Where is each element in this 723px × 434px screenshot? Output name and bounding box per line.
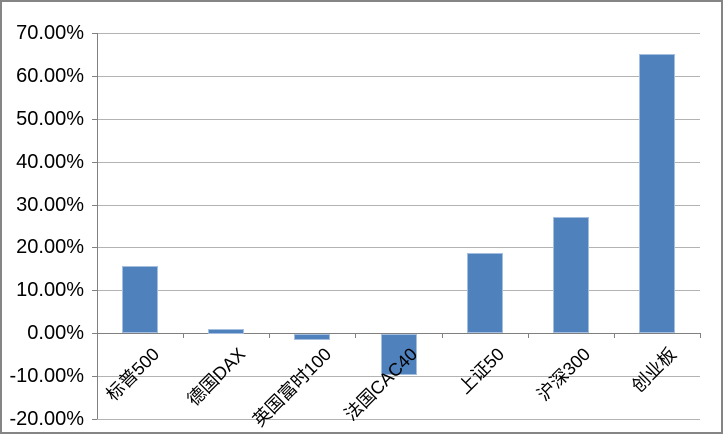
bar [208,329,244,334]
bar [294,334,330,340]
y-axis-tick-label: 60.00% [16,65,84,87]
y-axis-tick-label: 70.00% [16,22,84,44]
x-axis-category-label: 上证50 [454,344,509,398]
bar [122,266,158,333]
gridline [97,419,700,420]
y-axis-tick-label: 50.00% [16,108,84,130]
x-axis-category-label: 英国富时100 [248,344,336,431]
gridline [97,33,700,34]
gridline [97,376,700,377]
gridline [97,162,700,163]
bar [639,54,675,333]
y-axis-tick [92,205,97,206]
x-axis-tick [355,333,356,338]
x-axis-category-label: 沪深300 [533,344,595,405]
y-axis-tick [92,290,97,291]
x-axis-tick [700,333,701,338]
y-axis-line [97,33,98,419]
y-axis-tick-label: 40.00% [16,151,84,173]
gridline [97,205,700,206]
y-axis-tick-label: -20.00% [9,408,85,430]
y-axis-tick [92,376,97,377]
bar [467,253,503,333]
x-axis-tick [614,333,615,338]
x-axis-category-label: 标普500 [102,344,164,405]
y-axis-tick-label: 0.00% [27,322,84,344]
gridline [97,76,700,77]
x-axis-tick [442,333,443,338]
bar [553,217,589,333]
y-axis-tick [92,162,97,163]
gridline [97,290,700,291]
x-axis-tick [528,333,529,338]
y-axis-tick [92,76,97,77]
gridline [97,119,700,120]
x-axis-tick [97,333,98,338]
gridline [97,247,700,248]
y-axis-tick [92,247,97,248]
y-axis-tick [92,419,97,420]
y-axis-tick-label: 10.00% [16,279,84,301]
x-axis-line [97,333,700,334]
y-axis-tick [92,119,97,120]
x-axis-tick [183,333,184,338]
y-axis-tick-label: 20.00% [16,236,84,258]
y-axis-tick [92,33,97,34]
y-axis-tick-label: 30.00% [16,194,84,216]
bar [381,334,417,375]
y-axis-tick-label: -10.00% [9,365,85,387]
x-axis-category-label: 创业板 [627,344,681,397]
x-axis-tick [269,333,270,338]
y-axis-tick [92,333,97,334]
